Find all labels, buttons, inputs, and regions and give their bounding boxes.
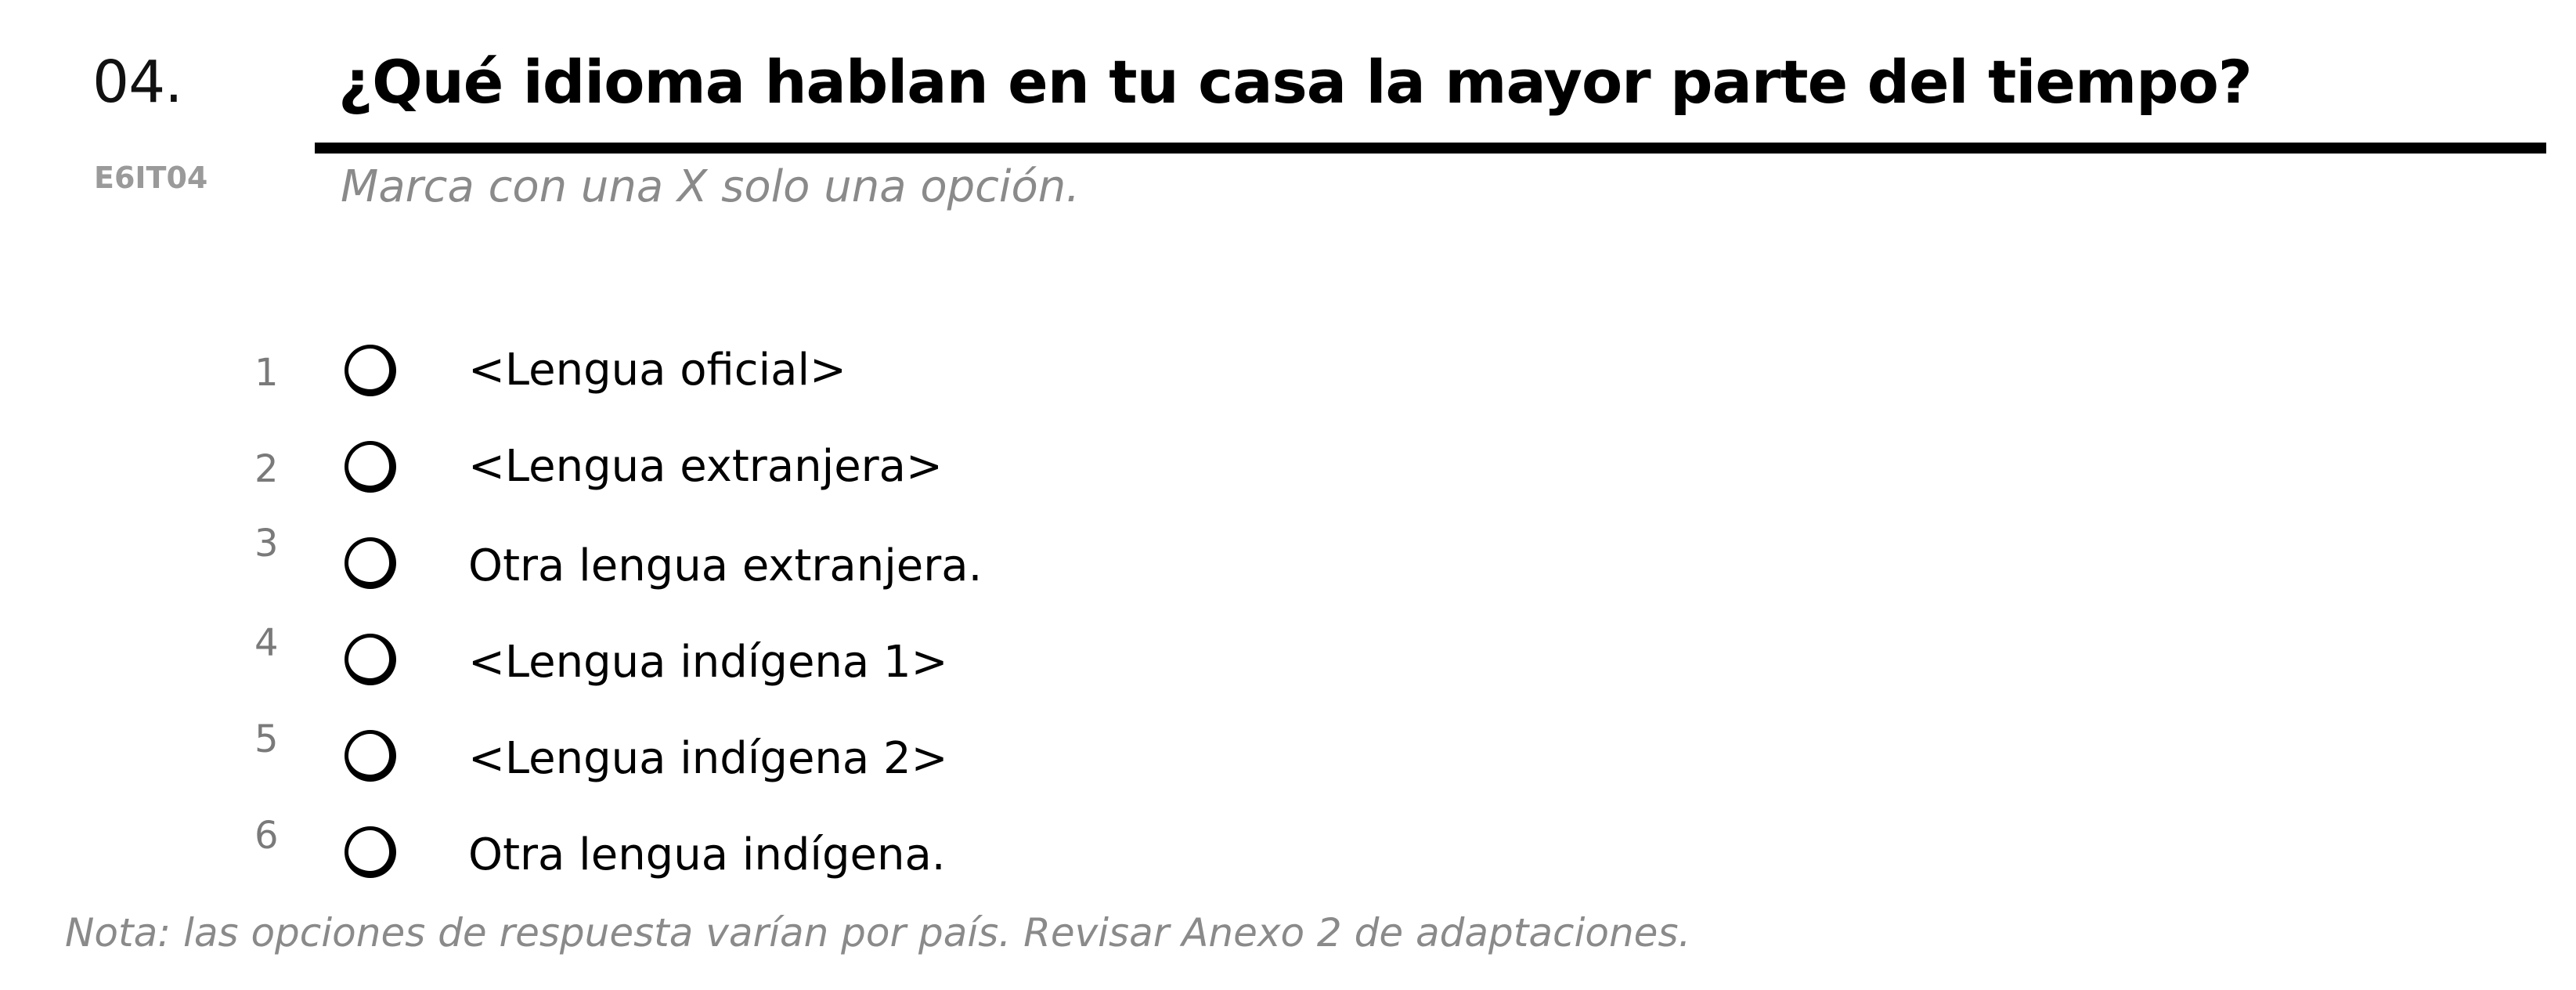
radio-button[interactable] (345, 537, 396, 589)
radio-button[interactable] (345, 730, 396, 782)
option-6[interactable]: 6 Otra lengua indígena. (0, 814, 1174, 912)
option-5[interactable]: 5 <Lengua indígena 2> (0, 717, 1174, 816)
option-number: 4 (254, 621, 279, 665)
question-number: 04. (92, 49, 183, 116)
question-code: E6IT04 (94, 161, 208, 195)
option-label: <Lengua oficial> (468, 345, 846, 396)
footnote: Nota: las opciones de respuesta varían p… (65, 910, 1691, 956)
radio-button[interactable] (345, 826, 396, 878)
radio-button[interactable] (345, 441, 396, 493)
option-3[interactable]: 3 Otra lengua extranjera. (0, 522, 1174, 623)
option-number: 5 (254, 717, 279, 761)
option-number: 1 (254, 351, 279, 395)
option-label: Otra lengua extranjera. (468, 540, 983, 591)
title-rule (315, 143, 2546, 154)
option-2[interactable]: 2 <Lengua extranjera> (0, 441, 1174, 527)
option-label: <Lengua indígena 2> (468, 733, 948, 784)
question-title: ¿Qué idioma hablan en tu casa la mayor p… (338, 47, 2253, 117)
option-label: Otra lengua indígena. (468, 829, 946, 880)
radio-button[interactable] (345, 634, 396, 685)
option-number: 6 (254, 814, 279, 858)
option-label: <Lengua indígena 1> (468, 637, 948, 688)
radio-button[interactable] (345, 345, 396, 396)
option-number: 2 (254, 447, 279, 491)
question-instruction: Marca con una X solo una opción. (341, 161, 1081, 212)
option-number: 3 (254, 522, 279, 565)
option-4[interactable]: 4 <Lengua indígena 1> (0, 621, 1174, 720)
option-1[interactable]: 1 <Lengua oficial> (0, 345, 1174, 431)
option-label: <Lengua extranjera> (468, 441, 943, 492)
